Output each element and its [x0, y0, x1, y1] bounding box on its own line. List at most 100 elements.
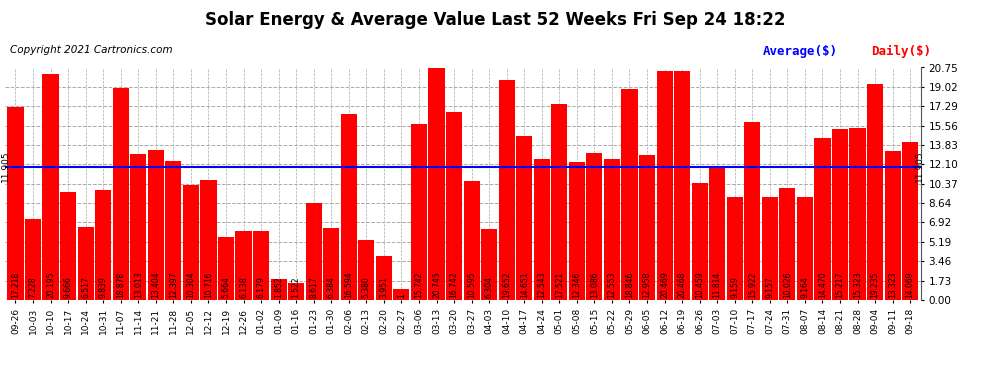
Bar: [411, 124, 427, 300]
Text: 20.469: 20.469: [660, 272, 669, 298]
Text: 15.323: 15.323: [853, 272, 862, 298]
Text: 10.595: 10.595: [467, 272, 476, 298]
Bar: [77, 227, 94, 300]
Text: 11.905: 11.905: [1, 151, 10, 182]
Text: 1.852: 1.852: [274, 277, 283, 298]
Bar: [779, 188, 795, 300]
Text: 15.742: 15.742: [415, 272, 424, 298]
Text: Solar Energy & Average Value Last 52 Weeks Fri Sep 24 18:22: Solar Energy & Average Value Last 52 Wee…: [205, 11, 785, 29]
Bar: [639, 155, 655, 300]
Bar: [183, 184, 199, 300]
Text: 9.666: 9.666: [63, 276, 72, 298]
Bar: [832, 129, 848, 300]
Bar: [165, 161, 181, 300]
Text: 12.397: 12.397: [169, 272, 178, 298]
Text: 15.922: 15.922: [747, 272, 756, 298]
Text: 12.346: 12.346: [572, 272, 581, 298]
Text: 18.846: 18.846: [625, 272, 634, 298]
Bar: [604, 159, 620, 300]
Bar: [692, 183, 708, 300]
Text: 14.069: 14.069: [906, 272, 915, 298]
Bar: [323, 228, 340, 300]
Bar: [744, 122, 760, 300]
Bar: [586, 153, 603, 300]
Bar: [218, 237, 234, 300]
Bar: [429, 68, 445, 300]
Bar: [551, 104, 567, 300]
Text: 7.228: 7.228: [29, 277, 38, 298]
Bar: [534, 159, 549, 300]
Bar: [236, 231, 251, 300]
Bar: [481, 230, 497, 300]
Text: 9.164: 9.164: [801, 277, 810, 298]
Bar: [270, 279, 287, 300]
Text: Average($): Average($): [762, 45, 838, 58]
Text: 1.522: 1.522: [292, 277, 301, 298]
Bar: [95, 190, 111, 300]
Text: 13.013: 13.013: [134, 272, 143, 298]
Text: 20.745: 20.745: [432, 272, 441, 298]
Bar: [60, 192, 76, 300]
Bar: [446, 112, 462, 300]
Bar: [43, 74, 58, 300]
Text: 10.716: 10.716: [204, 272, 213, 298]
Text: 13.323: 13.323: [888, 272, 897, 298]
Text: 17.521: 17.521: [554, 272, 564, 298]
Bar: [113, 88, 129, 300]
Bar: [761, 197, 778, 300]
Text: 8.617: 8.617: [309, 277, 318, 298]
Bar: [463, 181, 480, 300]
Text: 6.138: 6.138: [239, 277, 248, 298]
Text: 11.814: 11.814: [713, 272, 722, 298]
Text: 9.159: 9.159: [731, 277, 740, 298]
Bar: [709, 168, 726, 300]
Bar: [797, 197, 813, 300]
Text: 19.652: 19.652: [502, 272, 511, 298]
Text: 6.384: 6.384: [327, 277, 336, 298]
Bar: [815, 138, 831, 300]
Bar: [622, 89, 638, 300]
Bar: [376, 256, 392, 300]
Bar: [516, 136, 533, 300]
Text: 9.839: 9.839: [99, 277, 108, 298]
Bar: [884, 151, 901, 300]
Text: 5.380: 5.380: [361, 277, 371, 298]
Bar: [727, 197, 742, 300]
Bar: [569, 162, 585, 300]
Text: 1: 1: [397, 294, 406, 298]
Bar: [200, 180, 217, 300]
Text: 10.026: 10.026: [783, 272, 792, 298]
Bar: [25, 219, 42, 300]
Text: 5.664: 5.664: [222, 276, 231, 298]
Text: 9.157: 9.157: [765, 277, 774, 298]
Text: 12.958: 12.958: [643, 272, 651, 298]
Bar: [148, 150, 164, 300]
Text: 12.543: 12.543: [538, 272, 546, 298]
Text: 19.235: 19.235: [870, 272, 879, 298]
Text: 12.553: 12.553: [608, 272, 617, 298]
Bar: [7, 107, 24, 300]
Text: 6.517: 6.517: [81, 277, 90, 298]
Text: 16.594: 16.594: [345, 272, 353, 298]
Text: Copyright 2021 Cartronics.com: Copyright 2021 Cartronics.com: [10, 45, 172, 55]
Bar: [499, 80, 515, 300]
Bar: [656, 70, 672, 300]
Bar: [902, 142, 919, 300]
Text: 18.878: 18.878: [116, 272, 125, 298]
Bar: [867, 84, 883, 300]
Bar: [341, 114, 356, 300]
Bar: [288, 283, 304, 300]
Bar: [131, 154, 147, 300]
Text: 10.459: 10.459: [695, 272, 704, 298]
Text: 13.404: 13.404: [151, 272, 160, 298]
Bar: [674, 70, 690, 300]
Bar: [253, 231, 269, 300]
Text: 11.905: 11.905: [916, 151, 925, 182]
Bar: [849, 128, 865, 300]
Text: 14.651: 14.651: [520, 272, 529, 298]
Text: 6.179: 6.179: [256, 277, 265, 298]
Text: 15.217: 15.217: [836, 272, 844, 298]
Bar: [393, 289, 410, 300]
Bar: [358, 240, 374, 300]
Text: 20.468: 20.468: [677, 272, 687, 298]
